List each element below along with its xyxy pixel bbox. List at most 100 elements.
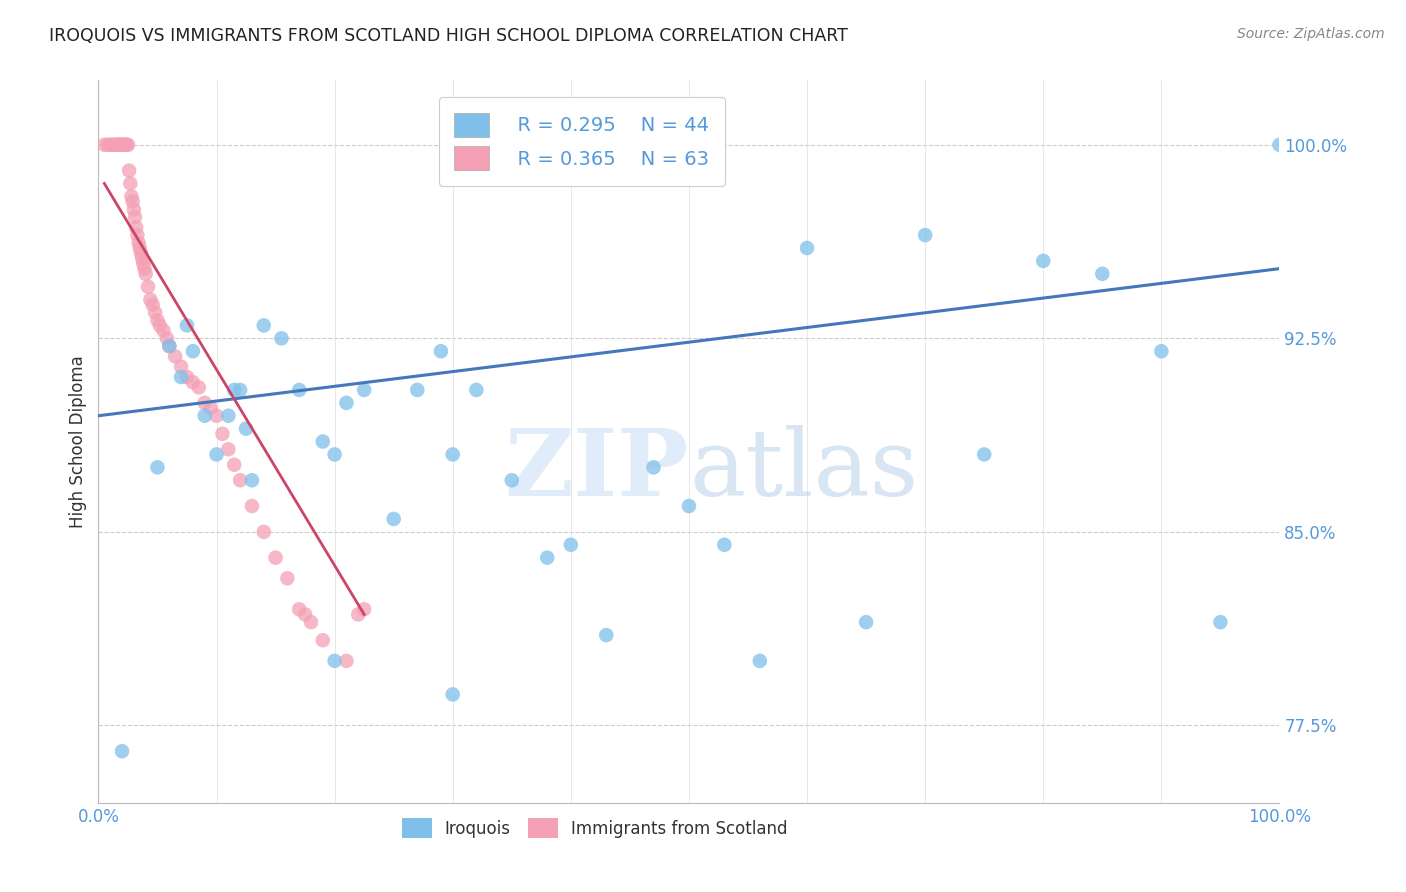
Point xyxy=(118,163,141,178)
Point xyxy=(108,137,131,152)
Point xyxy=(536,550,558,565)
Point xyxy=(152,324,174,338)
Point xyxy=(441,687,464,701)
Point xyxy=(146,313,169,327)
Point xyxy=(120,177,142,191)
Point xyxy=(97,137,120,152)
Point xyxy=(229,473,252,487)
Point xyxy=(156,331,179,345)
Point xyxy=(205,409,228,423)
Point xyxy=(1091,267,1114,281)
Point xyxy=(200,401,222,415)
Point xyxy=(187,380,209,394)
Point xyxy=(146,460,169,475)
Point xyxy=(914,228,936,243)
Text: IROQUOIS VS IMMIGRANTS FROM SCOTLAND HIGH SCHOOL DIPLOMA CORRELATION CHART: IROQUOIS VS IMMIGRANTS FROM SCOTLAND HIG… xyxy=(49,27,848,45)
Point xyxy=(131,252,153,266)
Point xyxy=(128,241,150,255)
Point xyxy=(111,744,134,758)
Point xyxy=(165,350,187,364)
Point xyxy=(111,137,134,152)
Point xyxy=(1032,254,1054,268)
Point xyxy=(253,524,276,539)
Point xyxy=(149,318,172,333)
Point xyxy=(124,210,146,224)
Point xyxy=(121,189,143,203)
Point xyxy=(270,331,292,345)
Point xyxy=(347,607,370,622)
Point xyxy=(430,344,453,359)
Point xyxy=(194,396,217,410)
Point xyxy=(136,279,159,293)
Point xyxy=(121,194,143,209)
Point xyxy=(142,298,165,312)
Point xyxy=(973,447,995,461)
Point xyxy=(98,137,121,152)
Point xyxy=(501,473,523,487)
Point xyxy=(170,359,193,374)
Point xyxy=(134,261,156,276)
Y-axis label: High School Diploma: High School Diploma xyxy=(69,355,87,528)
Point xyxy=(205,447,228,461)
Point xyxy=(157,339,180,353)
Point xyxy=(264,550,287,565)
Point xyxy=(112,137,135,152)
Point xyxy=(128,235,150,250)
Point xyxy=(93,137,115,152)
Point xyxy=(176,370,198,384)
Point xyxy=(353,602,375,616)
Point xyxy=(114,137,136,152)
Point xyxy=(194,409,217,423)
Point xyxy=(288,383,311,397)
Point xyxy=(353,383,375,397)
Point xyxy=(240,473,263,487)
Point xyxy=(170,370,193,384)
Point xyxy=(465,383,488,397)
Point xyxy=(312,434,335,449)
Point xyxy=(382,512,405,526)
Text: ZIP: ZIP xyxy=(505,425,689,516)
Point xyxy=(105,137,128,152)
Point xyxy=(217,409,239,423)
Point xyxy=(595,628,617,642)
Point xyxy=(181,375,204,389)
Point xyxy=(294,607,316,622)
Point xyxy=(224,458,246,472)
Point xyxy=(117,137,139,152)
Point xyxy=(299,615,322,630)
Point xyxy=(1268,137,1291,152)
Point xyxy=(229,383,252,397)
Point xyxy=(176,318,198,333)
Legend: Iroquois, Immigrants from Scotland: Iroquois, Immigrants from Scotland xyxy=(395,812,794,845)
Point xyxy=(335,396,357,410)
Point xyxy=(1209,615,1232,630)
Point xyxy=(125,220,148,235)
Point xyxy=(240,499,263,513)
Point xyxy=(288,602,311,616)
Point xyxy=(235,422,257,436)
Point xyxy=(110,137,132,152)
Point xyxy=(143,305,166,319)
Point xyxy=(441,447,464,461)
Point xyxy=(127,228,149,243)
Point xyxy=(224,383,246,397)
Point xyxy=(713,538,735,552)
Point xyxy=(101,137,124,152)
Point xyxy=(107,137,129,152)
Point xyxy=(122,202,145,217)
Point xyxy=(855,615,877,630)
Point xyxy=(1150,344,1173,359)
Point xyxy=(253,318,276,333)
Point xyxy=(157,339,180,353)
Point xyxy=(323,654,346,668)
Text: Source: ZipAtlas.com: Source: ZipAtlas.com xyxy=(1237,27,1385,41)
Point xyxy=(105,137,128,152)
Point xyxy=(796,241,818,255)
Point xyxy=(323,447,346,461)
Point xyxy=(678,499,700,513)
Point xyxy=(181,344,204,359)
Point xyxy=(129,246,152,260)
Point xyxy=(406,383,429,397)
Point xyxy=(115,137,138,152)
Point xyxy=(139,293,162,307)
